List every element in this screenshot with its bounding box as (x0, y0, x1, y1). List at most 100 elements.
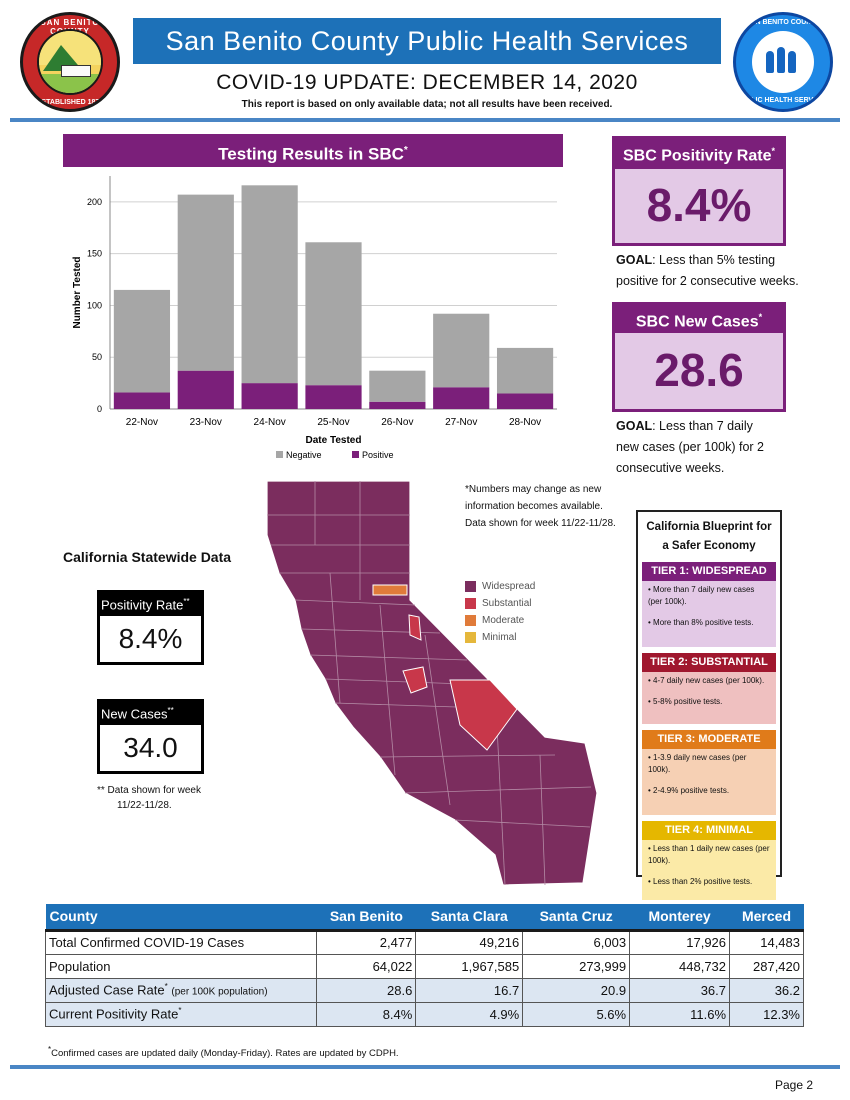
table-cell: 14,483 (729, 928, 804, 955)
table-row: Total Confirmed COVID-19 Cases 2,477 49,… (44, 928, 804, 955)
sbc-positivity-header: SBC Positivity Rate* (612, 136, 786, 166)
goal-label: GOAL (616, 419, 653, 433)
row-label: Total Confirmed COVID-19 Cases (44, 928, 318, 955)
tier-1-body: • More than 7 daily new cases (per 100k)… (642, 581, 776, 647)
column-header: Merced (729, 904, 804, 930)
table-cell: 448,732 (629, 953, 731, 979)
sbc-new-cases-label: SBC New Cases (635, 313, 759, 331)
y-tick-label: 150 (87, 249, 102, 259)
x-tick-label: 24-Nov (254, 417, 286, 428)
row-label-text: Current Positivity Rate (49, 1006, 179, 1022)
bar-positive (305, 385, 362, 409)
row-label: Population (44, 953, 318, 979)
sbc-positivity-mark: * (771, 146, 775, 156)
chart-title: Testing Results in SBC* (63, 134, 563, 167)
sbc-new-cases-value: 28.6 (612, 330, 786, 412)
column-header: Monterey (629, 904, 730, 930)
bar-negative (305, 242, 362, 386)
page-number: Page 2 (775, 1078, 814, 1092)
tier-3-header: TIER 3: MODERATE (642, 730, 776, 749)
table-cell: 36.7 (629, 977, 731, 1003)
table-cell: 11.6% (629, 1001, 731, 1027)
chart-title-text: Testing Results in SBC (218, 144, 404, 164)
substantial-county-central (402, 666, 428, 694)
footnote-line: ** Data shown for week (97, 785, 201, 796)
sbc-new-cases-goal: GOAL: Less than 7 daily new cases (per 1… (616, 416, 764, 479)
map-note-line: *Numbers may change as new (465, 484, 602, 495)
row-label: Current Positivity Rate* (44, 1001, 318, 1027)
table-cell: 8.4% (316, 1001, 417, 1027)
report-subtitle: This report is based on only available d… (241, 99, 613, 110)
y-tick-label: 0 (97, 404, 102, 414)
bar-positive (369, 401, 426, 409)
legend-label-negative: Negative (286, 450, 322, 460)
blueprint-title-line: a Safer Economy (662, 540, 756, 552)
column-header: Santa Clara (415, 904, 523, 930)
county-seal-logo: SAN BENITO COUNTY ESTABLISHED 1874 (20, 12, 120, 112)
tier-3-body: • 1-3.9 daily new cases (per 100k). • 2-… (642, 749, 776, 815)
moderate-county (372, 584, 408, 596)
testing-bar-chart: 0 50 100 150 200 22-Nov 23-Nov 24-Nov 25-Nov 26-N… (72, 176, 557, 460)
tier-criterion: • Less than 1 daily new cases (per 100k)… (648, 844, 770, 865)
map-note-line: Data shown for week 11/22-11/28. (465, 518, 616, 529)
bar-positive (113, 392, 171, 409)
logo-top-text: SAN BENITO COUNTY (745, 19, 821, 26)
cases-label-mark: ** (167, 706, 174, 715)
bar-negative (369, 370, 426, 402)
chart-title-mark: * (403, 145, 408, 156)
legend-minimal: Minimal (465, 629, 535, 646)
legend-swatch (465, 598, 476, 609)
legend-swatch (465, 615, 476, 626)
blueprint-title-line: California Blueprint for (646, 521, 772, 533)
county-comparison-table: County San Benito Santa Clara Santa Cruz… (44, 904, 804, 1027)
table-cell: 17,926 (629, 928, 731, 955)
sbc-positivity-label: SBC Positivity Rate (623, 147, 772, 165)
header-divider (10, 118, 840, 122)
x-tick-label: 26-Nov (381, 417, 413, 428)
table-cell: 6,003 (522, 928, 631, 955)
table-row: Current Positivity Rate* 8.4% 4.9% 5.6% … (44, 1001, 804, 1027)
y-tick-label: 200 (87, 197, 102, 207)
table-footnote: *Confirmed cases are updated daily (Mond… (48, 1045, 399, 1059)
tier-criterion: • More than 7 daily new cases (per 100k)… (648, 585, 755, 606)
y-tick-label: 100 (87, 300, 102, 310)
row-label-mark: * (178, 1006, 182, 1016)
table-cell: 12.3% (729, 1001, 804, 1027)
bar-positive (433, 387, 490, 409)
bar-positive (177, 370, 234, 409)
row-label: Adjusted Case Rate* (per 100K population… (44, 977, 318, 1003)
bar-negative (496, 347, 554, 394)
substantial-county-san-bernardino (449, 679, 518, 751)
bar-positive (496, 393, 554, 409)
table-cell: 64,022 (316, 953, 417, 979)
goal-line: new cases (per 100k) for 2 (616, 440, 764, 454)
bar-negative (177, 194, 234, 371)
table-cell: 287,420 (729, 953, 804, 979)
legend-label-positive: Positive (362, 450, 394, 460)
column-header: San Benito (316, 904, 416, 930)
table-cell: 20.9 (522, 977, 631, 1003)
seal-emblem (37, 29, 103, 95)
legend-swatch (465, 632, 476, 643)
bar-negative (241, 185, 298, 384)
y-tick-label: 50 (92, 352, 102, 362)
legend-swatch-negative (276, 451, 283, 458)
table-cell: 4.9% (415, 1001, 524, 1027)
table-cell: 49,216 (415, 928, 524, 955)
substantial-county-north (408, 614, 422, 641)
footnote-mark: * (48, 1045, 52, 1054)
tier-4-body: • Less than 1 daily new cases (per 100k)… (642, 840, 776, 900)
tier-criterion: • 4-7 daily new cases (per 100k). (648, 676, 765, 685)
legend-label: Minimal (482, 632, 517, 643)
row-label-note: (per 100K population) (171, 986, 268, 998)
blueprint-tier-box: California Blueprint for a Safer Economy… (636, 510, 782, 900)
positivity-label-mark: ** (183, 597, 190, 606)
page-title: San Benito County Public Health Services (133, 18, 721, 64)
sbc-positivity-goal: GOAL: Less than 5% testing positive for … (616, 250, 799, 292)
table-cell: 28.6 (316, 977, 417, 1003)
seal-bottom-text: ESTABLISHED 1874 (36, 99, 104, 106)
tier-2-body: • 4-7 daily new cases (per 100k). • 5-8%… (642, 672, 776, 724)
bar-positive (241, 383, 298, 409)
goal-line: : Less than 5% testing (652, 253, 776, 267)
tier-4-header: TIER 4: MINIMAL (642, 821, 776, 840)
